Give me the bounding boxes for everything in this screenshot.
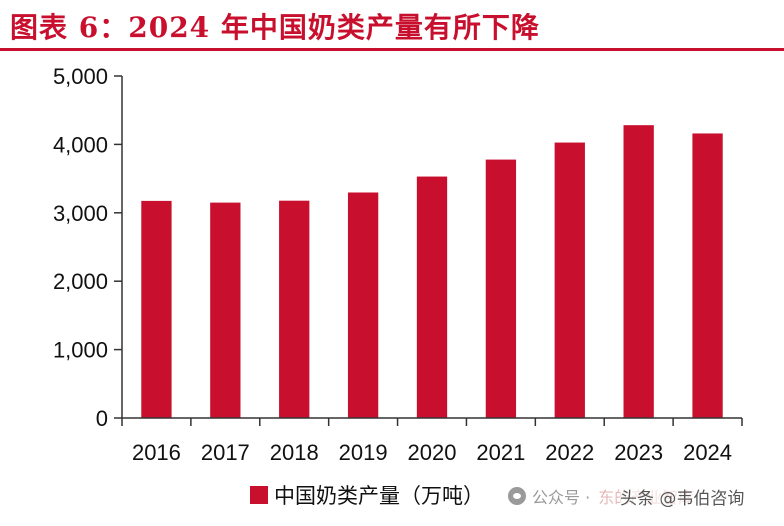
- x-tick-label: 2021: [476, 440, 525, 465]
- legend-label: 中国奶类产量（万吨）: [274, 484, 484, 508]
- title-underline: [0, 48, 784, 51]
- bar: [279, 200, 310, 418]
- bar: [623, 125, 654, 419]
- watermark-prefix: 公众号 ·: [532, 488, 591, 507]
- bar: [141, 200, 172, 418]
- x-tick-label: 2024: [683, 440, 732, 465]
- legend: 中国奶类产量（万吨）: [250, 480, 484, 510]
- bar: [210, 202, 241, 418]
- x-tick-label: 2016: [132, 440, 181, 465]
- x-tick-label: 2019: [339, 440, 388, 465]
- bar: [485, 159, 517, 419]
- y-tick-label: 5,000: [53, 64, 108, 89]
- x-tick-label: 2020: [408, 440, 457, 465]
- wechat-icon: [508, 487, 526, 505]
- bar: [416, 176, 448, 418]
- bar: [554, 142, 585, 418]
- legend-swatch: [250, 486, 268, 504]
- x-tick-label: 2018: [270, 440, 319, 465]
- x-tick-label: 2022: [545, 440, 594, 465]
- x-tick-label: 2017: [201, 440, 250, 465]
- y-tick-label: 4,000: [53, 132, 108, 157]
- x-tick-label: 2023: [614, 440, 663, 465]
- y-tick-label: 2,000: [53, 269, 108, 294]
- bar: [692, 133, 723, 418]
- y-tick-label: 1,000: [53, 338, 108, 363]
- bar: [347, 192, 379, 418]
- y-tick-label: 0: [96, 406, 108, 431]
- toutiao-watermark: 头条 @韦伯咨询: [620, 484, 745, 509]
- chart-title: 图表 6：2024 年中国奶类产量有所下降: [10, 11, 540, 44]
- y-tick-label: 3,000: [53, 201, 108, 226]
